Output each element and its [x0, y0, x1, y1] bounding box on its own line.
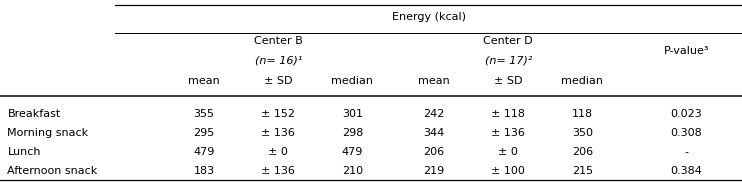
- Text: 344: 344: [424, 128, 444, 138]
- Text: Morning snack: Morning snack: [7, 128, 88, 138]
- Text: 298: 298: [342, 128, 363, 138]
- Text: ± 0: ± 0: [499, 147, 518, 157]
- Text: median: median: [332, 76, 373, 86]
- Text: ± 100: ± 100: [491, 166, 525, 176]
- Text: 215: 215: [572, 166, 593, 176]
- Text: 0.384: 0.384: [671, 166, 702, 176]
- Text: 295: 295: [194, 128, 214, 138]
- Text: 118: 118: [572, 109, 593, 119]
- Text: P-value³: P-value³: [663, 46, 709, 56]
- Text: 355: 355: [194, 109, 214, 119]
- Text: 479: 479: [342, 147, 363, 157]
- Text: 0.023: 0.023: [671, 109, 702, 119]
- Text: 219: 219: [424, 166, 444, 176]
- Text: ± 136: ± 136: [261, 128, 295, 138]
- Text: (n= 16)¹: (n= 16)¹: [255, 56, 302, 66]
- Text: ± 0: ± 0: [269, 147, 288, 157]
- Text: 210: 210: [342, 166, 363, 176]
- Text: Center B: Center B: [254, 36, 303, 46]
- Text: ± 136: ± 136: [261, 166, 295, 176]
- Text: 206: 206: [572, 147, 593, 157]
- Text: ± SD: ± SD: [264, 76, 292, 86]
- Text: Energy (kcal): Energy (kcal): [392, 12, 466, 22]
- Text: 479: 479: [194, 147, 214, 157]
- Text: Afternoon snack: Afternoon snack: [7, 166, 98, 176]
- Text: (n= 17)²: (n= 17)²: [485, 56, 532, 66]
- Text: median: median: [562, 76, 603, 86]
- Text: 301: 301: [342, 109, 363, 119]
- Text: ± 152: ± 152: [261, 109, 295, 119]
- Text: Breakfast: Breakfast: [7, 109, 61, 119]
- Text: 242: 242: [424, 109, 444, 119]
- Text: mean: mean: [188, 76, 220, 86]
- Text: 0.308: 0.308: [671, 128, 702, 138]
- Text: ± SD: ± SD: [494, 76, 522, 86]
- Text: mean: mean: [418, 76, 450, 86]
- Text: 350: 350: [572, 128, 593, 138]
- Text: ± 136: ± 136: [491, 128, 525, 138]
- Text: Lunch: Lunch: [7, 147, 41, 157]
- Text: 183: 183: [194, 166, 214, 176]
- Text: ± 118: ± 118: [491, 109, 525, 119]
- Text: 206: 206: [424, 147, 444, 157]
- Text: Center D: Center D: [484, 36, 533, 46]
- Text: -: -: [684, 147, 689, 157]
